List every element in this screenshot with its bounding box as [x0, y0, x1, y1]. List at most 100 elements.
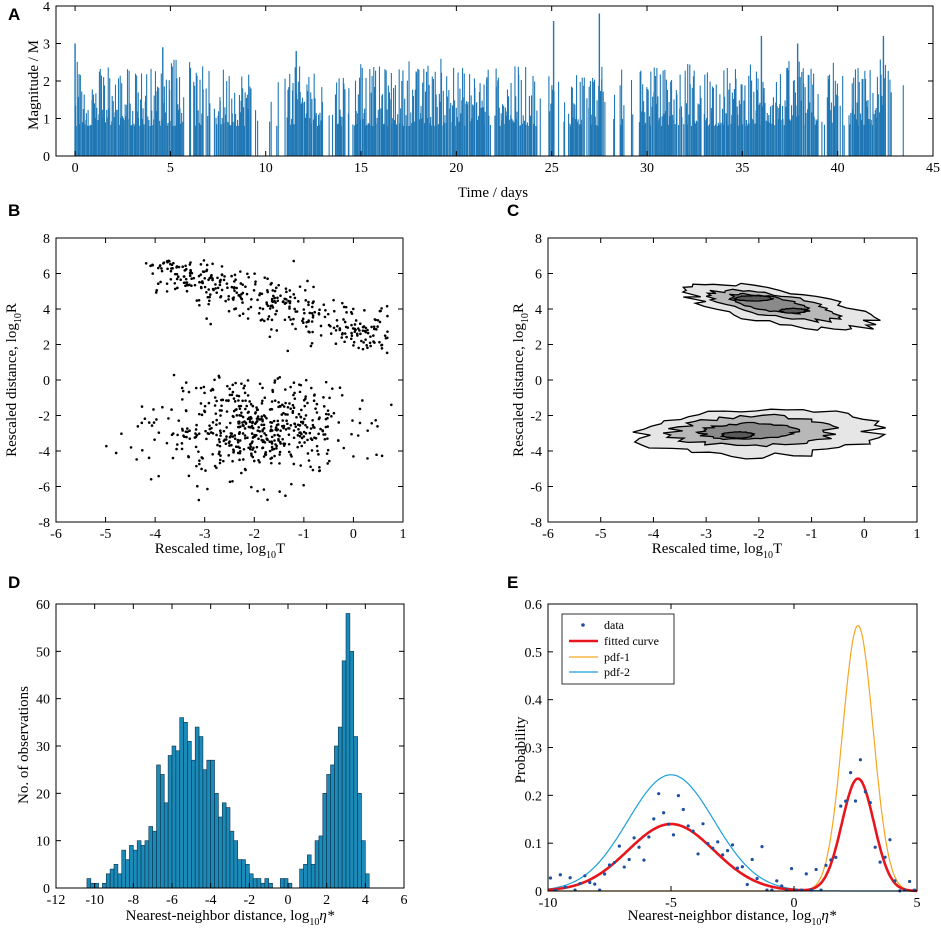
scatter-point: [324, 412, 328, 416]
scatter-point: [230, 274, 233, 278]
scatter-point: [298, 390, 302, 394]
scatter-point: [239, 270, 242, 273]
data-point: [548, 876, 553, 880]
scatter-point: [376, 325, 379, 328]
scatter-point: [183, 268, 187, 272]
scatter-point: [303, 404, 307, 408]
scatter-point: [271, 448, 274, 451]
scatter-point: [252, 446, 255, 450]
scatter-point: [256, 489, 259, 493]
scatter-point: [300, 444, 304, 448]
data-point: [627, 857, 631, 862]
scatter-point: [230, 285, 234, 289]
scatter-point: [233, 273, 237, 277]
scatter-point: [358, 329, 361, 332]
scatter-point: [188, 263, 192, 266]
legend-fitted-label: fitted curve: [604, 634, 659, 648]
scatter-point: [204, 429, 207, 433]
panel-c-ytick-label: 0: [535, 374, 542, 389]
scatter-point: [218, 280, 222, 284]
scatter-point: [372, 325, 376, 328]
scatter-point: [220, 404, 223, 408]
scatter-point: [222, 439, 226, 443]
scatter-point: [259, 434, 263, 438]
panel-e-ylabel: Probability: [513, 716, 529, 783]
scatter-point: [346, 326, 350, 329]
scatter-point: [217, 438, 221, 441]
scatter-point: [284, 428, 288, 431]
scatter-point: [183, 281, 187, 284]
scatter-point: [258, 460, 261, 464]
scatter-point: [201, 457, 204, 460]
scatter-point: [323, 438, 327, 441]
scatter-point: [153, 438, 156, 441]
scatter-point: [236, 445, 240, 449]
histogram-bar: [245, 864, 250, 889]
scatter-point: [299, 415, 302, 419]
histogram-bar: [109, 868, 115, 889]
scatter-point: [273, 296, 276, 300]
scatter-point: [282, 444, 286, 447]
scatter-point: [273, 433, 276, 437]
scatter-point: [305, 426, 309, 429]
scatter-point: [360, 339, 363, 343]
panel-c-ytick-label: -2: [530, 410, 542, 425]
panel-e-xlabel: Nearest-neighbor distance, log10η*: [628, 908, 837, 928]
scatter-point: [353, 330, 357, 334]
data-point: [740, 865, 744, 869]
scatter-point: [211, 262, 214, 266]
scatter-point: [244, 285, 247, 289]
scatter-point: [276, 377, 280, 380]
panel-c-ytick-label: 2: [535, 339, 542, 354]
scatter-point: [294, 327, 297, 331]
data-point: [593, 882, 597, 886]
scatter-point: [299, 464, 303, 467]
scatter-point: [311, 330, 314, 334]
panel-c-xlabel: Rescaled time, log10T: [652, 541, 782, 561]
panel-b-ytick-label: 2: [43, 339, 50, 354]
scatter-point: [247, 275, 250, 279]
histogram-bar: [225, 807, 231, 889]
scatter-point: [226, 384, 229, 388]
data-point: [745, 882, 749, 887]
scatter-point: [222, 459, 225, 463]
scatter-point: [370, 325, 373, 329]
scatter-point: [176, 286, 179, 290]
scatter-point: [189, 270, 193, 274]
data-point: [873, 845, 877, 849]
panel-c-xtick-label: -1: [806, 527, 818, 542]
histogram-bar: [140, 845, 146, 889]
data-point: [716, 840, 720, 844]
scatter-point: [257, 459, 260, 462]
panel-d-xtick-label: -12: [47, 893, 66, 908]
legend-data-label: data: [604, 618, 625, 632]
panel-b-xtick-label: -2: [248, 527, 260, 542]
scatter-point: [284, 413, 287, 416]
scatter-point: [197, 498, 201, 502]
scatter-point: [314, 407, 317, 410]
scatter-point: [218, 429, 222, 433]
scatter-point: [276, 433, 280, 437]
scatter-point: [232, 449, 236, 453]
histogram-bar: [117, 873, 123, 889]
scatter-point: [224, 299, 227, 303]
histogram-bar: [357, 793, 362, 889]
scatter-point: [309, 427, 313, 430]
scatter-point: [120, 432, 123, 436]
scatter-point: [176, 275, 180, 279]
data-point: [681, 807, 685, 812]
panel-d-xtick-label: -4: [205, 893, 217, 908]
scatter-point: [177, 419, 181, 422]
panel-label-a: A: [8, 5, 20, 24]
scatter-point: [270, 400, 274, 403]
data-point: [662, 811, 666, 815]
scatter-point: [185, 289, 189, 293]
scatter-point: [228, 421, 232, 425]
data-point: [735, 866, 740, 870]
scatter-point: [327, 323, 331, 327]
scatter-point: [202, 385, 206, 389]
